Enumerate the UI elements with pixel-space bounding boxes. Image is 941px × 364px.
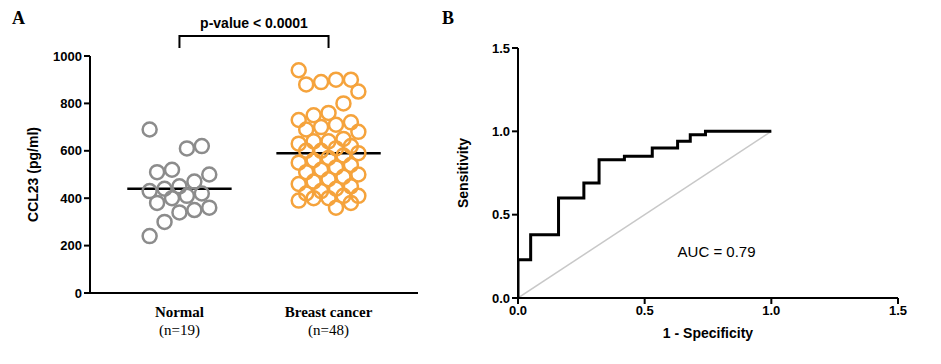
- svg-text:Normal: Normal: [155, 304, 204, 320]
- svg-text:1.5: 1.5: [889, 303, 907, 318]
- svg-text:1 - Specificity: 1 - Specificity: [663, 325, 753, 341]
- svg-text:200: 200: [60, 238, 82, 253]
- svg-text:600: 600: [60, 143, 82, 158]
- html-text:AUC = 0.79: AUC = 0.79: [677, 243, 756, 260]
- svg-text:1.0: 1.0: [492, 124, 510, 139]
- svg-text:1000: 1000: [53, 49, 82, 64]
- svg-text:400: 400: [60, 191, 82, 206]
- svg-text:0.5: 0.5: [492, 207, 510, 222]
- svg-text:p-value < 0.0001: p-value < 0.0001: [200, 15, 308, 31]
- svg-text:800: 800: [60, 96, 82, 111]
- svg-text:0.0: 0.0: [509, 303, 527, 318]
- html-text:A: A: [12, 8, 25, 28]
- svg-text:0.0: 0.0: [492, 291, 510, 306]
- svg-text:Sensitivity: Sensitivity: [455, 138, 471, 208]
- svg-text:0.5: 0.5: [636, 303, 654, 318]
- svg-text:0: 0: [75, 286, 82, 301]
- svg-text:CCL23 (pg/ml): CCL23 (pg/ml): [25, 127, 41, 222]
- svg-text:Breast cancer: Breast cancer: [285, 304, 373, 320]
- svg-text:1.0: 1.0: [762, 303, 780, 318]
- html-text:B: B: [442, 8, 454, 28]
- svg-text:1.5: 1.5: [492, 41, 510, 56]
- svg-text:(n=48): (n=48): [308, 322, 349, 339]
- svg-text:(n=19): (n=19): [159, 322, 200, 339]
